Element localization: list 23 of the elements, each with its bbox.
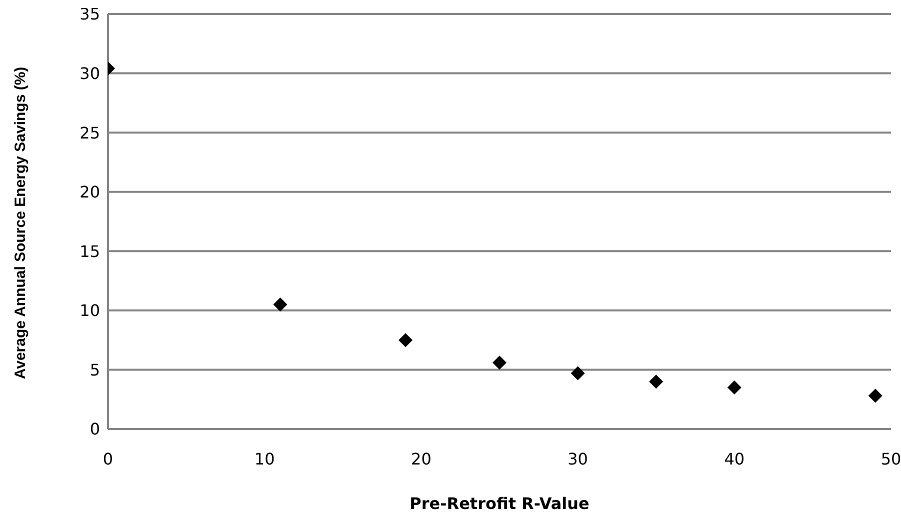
y-tick-label: 20: [80, 182, 100, 202]
x-tick-label: 40: [724, 449, 745, 468]
x-tick-label: 10: [254, 449, 275, 468]
point: [398, 333, 413, 348]
y-tick-label: 0: [90, 420, 100, 439]
x-tick-label: 0: [102, 449, 114, 468]
x-tick-label: 50: [880, 449, 901, 468]
y-tick-label: 25: [80, 123, 100, 142]
point: [492, 356, 506, 370]
point: [868, 388, 882, 403]
point: [570, 366, 585, 380]
y-tick-label: 35: [80, 4, 100, 24]
y-tick-label: 30: [80, 64, 100, 83]
x-tick-label: 20: [411, 449, 432, 468]
x-axis-title: Pre-Retrofit R-Value: [410, 494, 590, 513]
y-tick-label: 10: [80, 301, 100, 320]
y-tick-label: 5: [90, 360, 100, 380]
point: [649, 374, 664, 389]
y-axis-title: Average Annual Source Energy Savings (%): [11, 66, 30, 382]
point: [727, 380, 742, 394]
point: [273, 298, 288, 312]
y-tick-label: 15: [80, 242, 100, 261]
x-tick-label: 30: [568, 449, 588, 468]
